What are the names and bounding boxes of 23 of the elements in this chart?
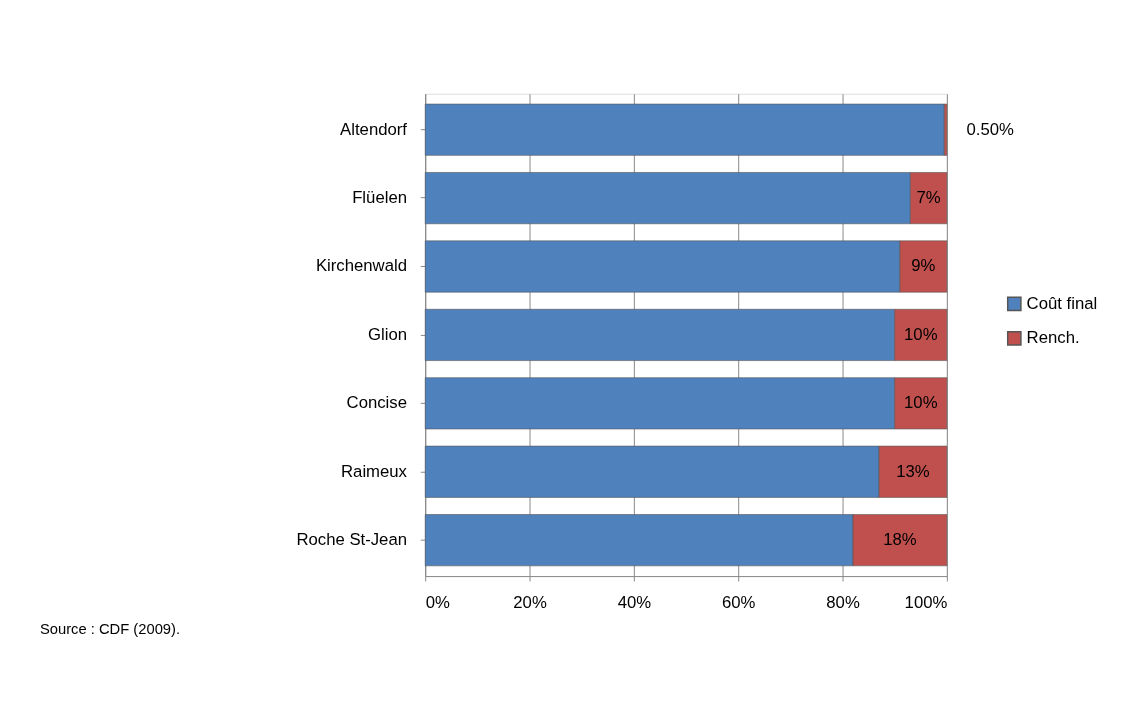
data-label: 10% xyxy=(904,393,938,413)
x-tick-label: 40% xyxy=(617,593,652,613)
data-label: 0.50% xyxy=(966,119,1015,139)
y-tick-label: Flüelen xyxy=(352,188,407,208)
y-tick-label: Kirchenwald xyxy=(315,256,407,276)
y-tick-label: Altendorf xyxy=(340,119,408,139)
x-tick-label: 0% xyxy=(425,593,450,613)
y-tick-label: Concise xyxy=(346,393,407,413)
x-tick-label: 20% xyxy=(513,593,547,613)
data-label: 13% xyxy=(896,461,930,481)
data-label: 9% xyxy=(911,256,936,276)
x-tick-label: 80% xyxy=(826,593,860,613)
legend-label: Rench. xyxy=(1026,328,1080,348)
data-label: 7% xyxy=(916,188,941,208)
source-note: Source : CDF (2009). xyxy=(39,621,181,638)
data-label: 18% xyxy=(883,530,917,550)
y-tick-label: Glion xyxy=(367,324,407,344)
y-tick-label: Roche St-Jean xyxy=(296,530,407,550)
data-label: 10% xyxy=(904,324,938,344)
y-tick-label: Raimeux xyxy=(341,461,408,481)
x-tick-label: 60% xyxy=(721,593,756,613)
x-tick-label: 100% xyxy=(904,593,948,613)
legend-label: Coût final xyxy=(1026,293,1098,313)
